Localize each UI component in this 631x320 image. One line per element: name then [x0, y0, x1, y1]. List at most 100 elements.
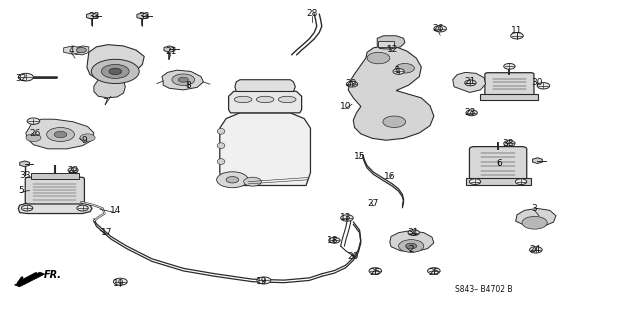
Bar — [480, 94, 538, 100]
Text: 32: 32 — [15, 74, 27, 83]
Polygon shape — [235, 80, 295, 92]
Polygon shape — [64, 46, 80, 54]
Ellipse shape — [278, 96, 296, 103]
Text: 26: 26 — [433, 24, 444, 33]
Polygon shape — [18, 203, 92, 213]
Circle shape — [369, 268, 382, 274]
Circle shape — [408, 230, 420, 236]
Text: 18: 18 — [327, 236, 339, 245]
Text: 27: 27 — [368, 199, 379, 208]
Circle shape — [406, 243, 417, 249]
Text: 33: 33 — [502, 139, 513, 148]
Circle shape — [21, 205, 33, 211]
Circle shape — [341, 215, 353, 221]
Polygon shape — [453, 72, 485, 92]
Text: 14: 14 — [110, 206, 121, 215]
Circle shape — [516, 179, 527, 185]
Text: 13: 13 — [340, 213, 351, 222]
Circle shape — [504, 63, 515, 69]
Polygon shape — [220, 113, 310, 186]
Text: 22: 22 — [68, 166, 79, 175]
Polygon shape — [86, 13, 97, 19]
Text: FR.: FR. — [44, 270, 61, 280]
Circle shape — [26, 134, 41, 141]
Text: 12: 12 — [387, 44, 398, 54]
FancyBboxPatch shape — [25, 177, 85, 204]
Text: 28: 28 — [307, 9, 318, 18]
FancyBboxPatch shape — [485, 73, 534, 96]
Text: 3: 3 — [532, 204, 538, 213]
Circle shape — [27, 118, 40, 124]
Circle shape — [178, 77, 188, 82]
Text: S843– B4702 B: S843– B4702 B — [456, 284, 513, 293]
Text: 9: 9 — [81, 136, 86, 145]
Circle shape — [216, 172, 248, 188]
Text: 19: 19 — [114, 279, 125, 288]
Ellipse shape — [217, 159, 225, 164]
Text: 5: 5 — [18, 186, 24, 195]
Text: 25: 25 — [370, 268, 381, 277]
Text: 25: 25 — [428, 268, 440, 277]
Polygon shape — [26, 119, 94, 149]
Polygon shape — [164, 46, 175, 52]
Circle shape — [329, 237, 340, 243]
Circle shape — [464, 80, 476, 86]
Circle shape — [466, 110, 477, 116]
Circle shape — [68, 168, 78, 173]
Polygon shape — [377, 36, 405, 49]
Polygon shape — [228, 89, 302, 113]
Circle shape — [91, 59, 139, 84]
Circle shape — [244, 177, 261, 186]
Polygon shape — [516, 208, 556, 227]
Bar — [466, 179, 531, 185]
Circle shape — [18, 73, 33, 81]
Circle shape — [396, 63, 415, 73]
Circle shape — [367, 52, 390, 64]
FancyBboxPatch shape — [469, 147, 527, 181]
Circle shape — [172, 74, 194, 85]
Circle shape — [80, 134, 95, 141]
Text: 23: 23 — [464, 108, 475, 117]
Text: 33: 33 — [19, 171, 30, 180]
Circle shape — [114, 278, 127, 285]
Text: 29: 29 — [345, 79, 357, 88]
Bar — [31, 173, 79, 179]
Text: 20: 20 — [348, 252, 359, 261]
Circle shape — [383, 116, 406, 127]
Text: 26: 26 — [30, 129, 41, 138]
Text: 31: 31 — [408, 228, 419, 237]
Text: 21: 21 — [165, 47, 177, 56]
Circle shape — [504, 140, 515, 146]
Circle shape — [257, 277, 271, 284]
Text: 33: 33 — [88, 12, 100, 21]
Circle shape — [47, 127, 74, 141]
Text: 24: 24 — [529, 245, 540, 254]
Polygon shape — [94, 80, 126, 98]
Circle shape — [393, 68, 404, 74]
Circle shape — [346, 81, 358, 87]
Polygon shape — [533, 158, 543, 164]
Polygon shape — [87, 45, 144, 81]
Circle shape — [529, 247, 542, 253]
Circle shape — [469, 179, 481, 185]
Polygon shape — [390, 231, 434, 252]
Ellipse shape — [256, 96, 274, 103]
Ellipse shape — [217, 128, 225, 134]
Circle shape — [226, 177, 239, 183]
Text: 6: 6 — [497, 159, 502, 168]
Bar — [379, 41, 394, 47]
Text: 7: 7 — [102, 98, 108, 107]
Text: 30: 30 — [531, 78, 543, 87]
Text: 8: 8 — [186, 81, 191, 90]
Text: 15: 15 — [354, 152, 365, 161]
Polygon shape — [137, 13, 148, 19]
Circle shape — [77, 205, 88, 211]
Polygon shape — [15, 272, 45, 287]
Text: 16: 16 — [384, 172, 396, 181]
Circle shape — [109, 68, 122, 75]
Text: 11: 11 — [511, 27, 522, 36]
Circle shape — [76, 48, 86, 52]
Circle shape — [102, 64, 129, 78]
Text: 4: 4 — [68, 45, 74, 55]
Text: 1: 1 — [394, 66, 400, 75]
